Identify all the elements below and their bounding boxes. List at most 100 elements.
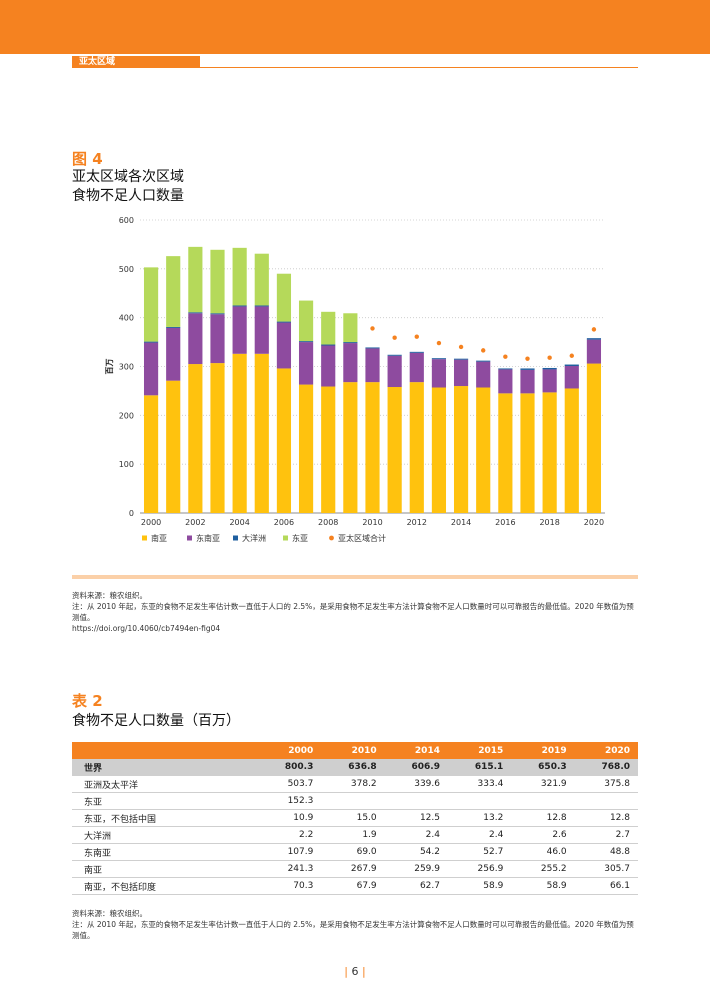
bar-segment: [409, 382, 424, 513]
table-cell: 636.8: [321, 759, 385, 776]
bar-segment: [453, 359, 469, 387]
bar-segment: [276, 322, 292, 369]
figure-notes: 资料来源：粮农组织。 注：从 2010 年起，东亚的食物不足发生率估计数一直低于…: [72, 590, 638, 634]
bar-segment: [188, 312, 203, 314]
bar-segment: [254, 306, 269, 354]
bar-segment: [276, 273, 292, 322]
bar-segment: [431, 387, 447, 513]
table-cell: 66.1: [574, 877, 638, 895]
bar-segment: [343, 343, 358, 383]
bar-segment: [321, 345, 336, 387]
bar-segment: [343, 342, 358, 344]
table-cell: 12.5: [384, 809, 448, 827]
section-tab: 亚太区域: [72, 56, 200, 68]
bar-segment: [586, 339, 602, 364]
row-label: 东南亚: [72, 843, 258, 861]
x-tick-label: 2018: [539, 518, 559, 527]
legend-label: 东亚: [292, 533, 308, 543]
table-cell: 375.8: [574, 775, 638, 793]
bar-segment: [254, 305, 269, 307]
figure-label: 图 4: [72, 150, 103, 168]
bar-segment: [210, 249, 225, 314]
table-title: 食物不足人口数量（百万）: [72, 713, 240, 729]
total-point: [414, 334, 419, 339]
table-cell: [574, 792, 638, 810]
bar-segment: [542, 392, 557, 513]
y-tick-label: 600: [119, 216, 134, 225]
bar-segment: [498, 368, 513, 370]
table-cell: 378.2: [321, 775, 385, 793]
table-cell: 2.4: [384, 826, 448, 844]
table-cell: 69.0: [321, 843, 385, 861]
section-rule: [200, 67, 638, 68]
bar-segment: [188, 364, 203, 513]
bar-segment: [343, 382, 358, 513]
bar-segment: [476, 361, 491, 388]
table-cell: 2.6: [511, 826, 575, 844]
row-label: 南亚: [72, 860, 258, 878]
x-tick-label: 2014: [451, 518, 471, 527]
bar-segment: [564, 366, 579, 389]
table-row: 亚洲及太平洋 503.7 378.2 339.6 333.4 321.9 375…: [72, 775, 638, 793]
y-tick-label: 300: [119, 363, 134, 372]
table-cell: 255.2: [511, 860, 575, 878]
bar-segment: [276, 368, 292, 513]
undernourished-table: 2000 2010 2014 2015 2019 2020 世界 800.3 6…: [72, 742, 638, 895]
table-cell: 321.9: [511, 775, 575, 793]
table-cell: 259.9: [384, 860, 448, 878]
x-tick-label: 2008: [318, 518, 338, 527]
table-notes: 资料来源：粮农组织。 注：从 2010 年起，东亚的食物不足发生率估计数一直低于…: [72, 908, 638, 941]
bar-segment: [188, 246, 203, 313]
table-cell: 1.9: [321, 826, 385, 844]
bar-segment: [409, 352, 424, 383]
bar-segment: [166, 326, 181, 328]
bar-segment: [321, 386, 336, 513]
bar-segment: [298, 341, 314, 343]
legend-swatch: [142, 535, 147, 541]
legend-label: 大洋洲: [242, 533, 266, 543]
legend-swatch: [233, 535, 238, 541]
bar-segment: [564, 364, 579, 367]
total-point: [481, 348, 486, 353]
total-point: [436, 340, 442, 346]
figure-source: 资料来源：粮农组织。: [72, 591, 147, 600]
table-row: 南亚 241.3 267.9 259.9 256.9 255.2 305.7: [72, 860, 638, 878]
bar-segment: [210, 314, 225, 364]
total-point: [458, 344, 464, 350]
figure-doi-link[interactable]: https://doi.org/10.4060/cb7494en-fig04: [72, 624, 221, 633]
bar-segment: [586, 363, 602, 513]
legend-label: 亚太区域合计: [338, 533, 386, 543]
page-bar-right: |: [362, 965, 366, 978]
section-title: 亚太区域: [79, 57, 116, 67]
table-row: 东亚 152.3: [72, 792, 638, 810]
table-cell: 54.2: [384, 843, 448, 861]
table-cell: [321, 792, 385, 810]
table-cell: 2.2: [258, 826, 322, 844]
legend-swatch: [329, 535, 334, 541]
legend-label: 东南亚: [196, 533, 220, 543]
table-cell: 2.7: [574, 826, 638, 844]
row-label: 东亚，不包括中国: [72, 809, 258, 827]
row-label: 南亚，不包括印度: [72, 877, 258, 895]
bar-segment: [298, 384, 314, 513]
bar-segment: [453, 358, 469, 360]
table-source: 资料来源：粮农组织。: [72, 909, 147, 918]
bar-segment: [232, 306, 247, 354]
x-tick-label: 2020: [584, 518, 604, 527]
bar-segment: [343, 313, 358, 343]
bar-segment: [166, 327, 181, 381]
table-header-cell: 2015: [447, 742, 512, 759]
table-cell: 152.3: [258, 792, 322, 810]
table-cell: 333.4: [447, 775, 512, 793]
page-bar-left: |: [344, 965, 348, 978]
bar-segment: [365, 348, 380, 383]
table-row: 世界 800.3 636.8 606.9 615.1 650.3 768.0: [72, 759, 638, 776]
bar-segment: [365, 382, 380, 513]
bar-segment: [166, 380, 181, 513]
bar-segment: [232, 247, 247, 306]
table-header-cell: 2019: [511, 742, 575, 759]
figure-note: 注：从 2010 年起，东亚的食物不足发生率估计数一直低于人口的 2.5%，是采…: [72, 602, 634, 622]
total-point: [370, 326, 375, 331]
bar-segment: [520, 393, 535, 513]
bar-segment: [232, 305, 247, 307]
